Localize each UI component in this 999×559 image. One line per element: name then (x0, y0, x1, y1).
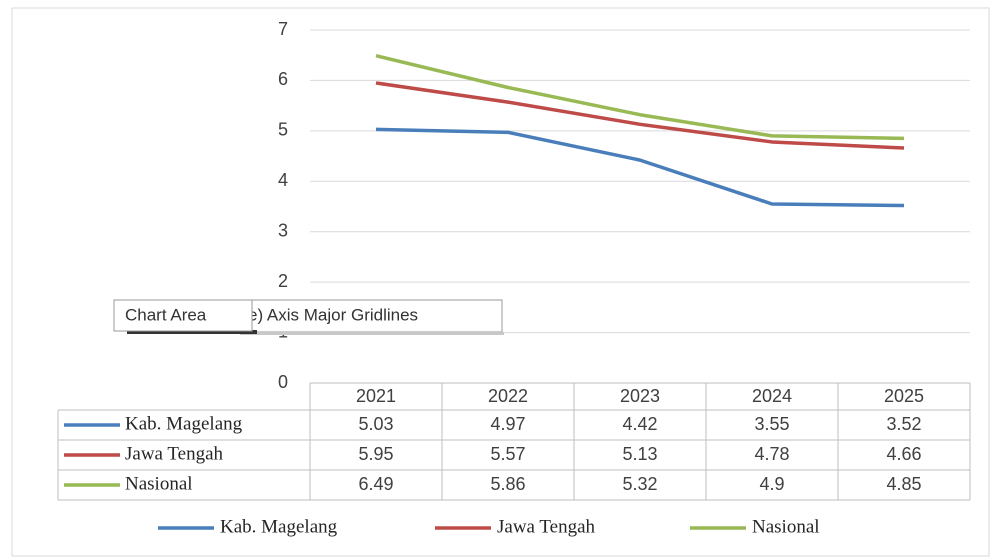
y-tick-label: 3 (278, 220, 288, 240)
table-cell: 5.03 (358, 414, 393, 434)
table-cell: 6.49 (358, 474, 393, 494)
table-cell: 4.85 (886, 474, 921, 494)
y-tick-label: 4 (278, 170, 288, 190)
x-tick-label: 2022 (488, 386, 528, 406)
table-cell: 4.42 (622, 414, 657, 434)
tooltip-shadow (127, 330, 257, 334)
y-tick-label: 0 (278, 372, 288, 392)
table-cell: 5.57 (490, 444, 525, 464)
x-tick-label: 2025 (884, 386, 924, 406)
table-cell: 5.32 (622, 474, 657, 494)
table-cell: 3.52 (886, 414, 921, 434)
table-cell: 4.97 (490, 414, 525, 434)
table-cell: 4.66 (886, 444, 921, 464)
table-series-name: Kab. Magelang (125, 413, 243, 434)
x-tick-label: 2023 (620, 386, 660, 406)
y-tick-label: 5 (278, 120, 288, 140)
table-cell: 4.78 (754, 444, 789, 464)
y-tick-label: 2 (278, 271, 288, 291)
table-series-name: Jawa Tengah (125, 443, 224, 464)
table-cell: 3.55 (754, 414, 789, 434)
tooltip-text: Chart Area (125, 305, 207, 324)
plot-area: 0123456720212022202320242025Kab. Magelan… (57, 19, 971, 537)
table-cell: 5.95 (358, 444, 393, 464)
legend-label: Nasional (752, 516, 820, 537)
tooltip-box (113, 299, 253, 332)
y-tick-label: 7 (278, 19, 288, 39)
y-tick-label: 6 (278, 69, 288, 89)
tooltip-gridlines: e) Axis Major Gridlines (237, 299, 504, 335)
tooltip-chart-area: Chart Area (113, 299, 257, 334)
tooltip-shadow (240, 332, 504, 335)
table-cell: 5.86 (490, 474, 525, 494)
table-series-name: Nasional (125, 473, 193, 494)
series-line (375, 81, 905, 150)
x-tick-label: 2024 (752, 386, 792, 406)
table-cell: 4.9 (759, 474, 784, 494)
x-tick-label: 2021 (356, 386, 396, 406)
series-line (375, 127, 905, 208)
legend-label: Jawa Tengah (497, 516, 596, 537)
series-line (375, 54, 905, 141)
table-cell: 5.13 (622, 444, 657, 464)
legend-label: Kab. Magelang (220, 516, 338, 537)
tooltip-text: e) Axis Major Gridlines (248, 305, 418, 324)
